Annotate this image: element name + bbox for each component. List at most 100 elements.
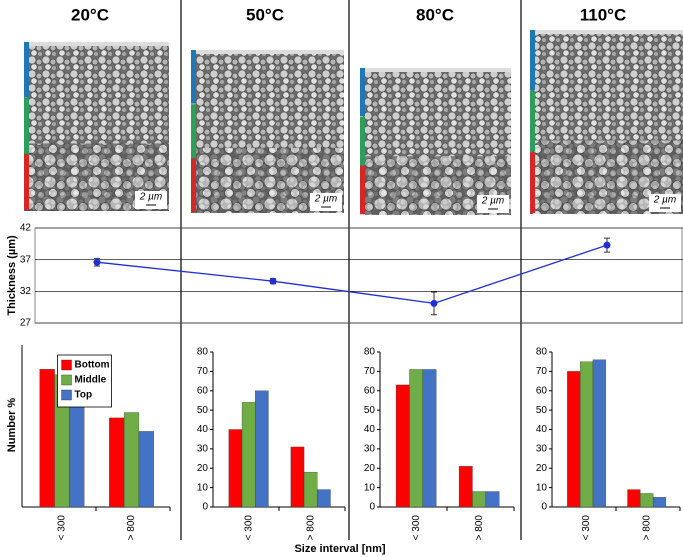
legend-label: Bottom — [75, 360, 110, 371]
y-tick-label: 30 — [536, 444, 548, 455]
layer-strip — [360, 117, 365, 165]
x-axis-label: Size interval [nm] — [294, 543, 385, 555]
y-tick-label: 70 — [364, 366, 376, 377]
bar — [627, 489, 641, 508]
column-title: 110°C — [580, 5, 627, 24]
y-tick-label: 27 — [20, 318, 32, 329]
layer-strip — [24, 98, 29, 154]
legend-label: Middle — [75, 375, 107, 386]
legend-swatch — [61, 359, 72, 371]
column-title: 20°C — [71, 5, 109, 24]
y-tick-label: 60 — [197, 385, 209, 396]
dividers — [180, 0, 522, 540]
x-tick-label: < 300 — [243, 515, 254, 541]
y-tick-label: 0 — [202, 502, 208, 513]
bar — [395, 384, 410, 508]
scale-bar-label: 2 µm — [139, 192, 162, 203]
y-tick-label: 20 — [536, 463, 548, 474]
layer-strip — [530, 91, 535, 152]
y-axis-label: Number % — [6, 398, 18, 453]
bar — [652, 497, 667, 508]
y-tick-label: 60 — [364, 385, 376, 396]
bar — [138, 431, 154, 508]
legend-swatch — [61, 374, 72, 386]
legend-swatch — [61, 389, 72, 401]
legend-label: Top — [75, 390, 93, 401]
line — [96, 244, 608, 305]
y-tick-label: 50 — [364, 405, 376, 416]
y-tick-label: 37 — [20, 254, 32, 265]
column-title: 50°C — [246, 5, 284, 24]
y-tick-label: 20 — [364, 463, 376, 474]
bar — [290, 446, 305, 508]
x-tick-label: > 800 — [641, 515, 652, 541]
point — [603, 241, 611, 249]
bar — [317, 489, 331, 508]
y-tick-label: 80 — [536, 347, 548, 358]
scale-bar-box — [477, 195, 509, 213]
y-tick-label: 70 — [197, 366, 209, 377]
sem-images: 20°C 2 µm 50°C 2 µm 80°C 2 µm 110°C 2 µm — [24, 5, 683, 215]
y-tick-label: 80 — [197, 347, 209, 358]
bar — [458, 466, 473, 508]
layer-strip — [191, 104, 196, 158]
x-tick-label: < 300 — [581, 515, 592, 541]
y-tick-label: 10 — [197, 482, 209, 493]
scale-bar-box — [649, 194, 681, 212]
scale-bar-label: 2 µm — [653, 195, 676, 206]
column-title: 80°C — [416, 5, 454, 24]
bar — [409, 369, 424, 508]
x-tick-label: < 300 — [411, 515, 422, 541]
y-tick-label: 60 — [536, 385, 548, 396]
y-tick-label: 80 — [364, 347, 376, 358]
layer-strip — [191, 50, 196, 104]
bar — [303, 471, 318, 508]
plot-frame — [34, 227, 683, 324]
y-tick-label: 40 — [197, 424, 209, 435]
bar — [422, 369, 437, 508]
y-tick-label: 30 — [364, 444, 376, 455]
point — [269, 277, 277, 285]
y-tick-label: 10 — [536, 482, 548, 493]
y-tick-label: 50 — [197, 405, 209, 416]
bar — [228, 429, 243, 508]
bar — [485, 491, 500, 508]
bar — [472, 491, 487, 508]
y-tick-label: 70 — [536, 366, 548, 377]
image-header — [360, 68, 511, 72]
x-tick-label: > 800 — [305, 515, 316, 541]
y-axis-label: Thickness (µm) — [6, 235, 18, 316]
bar — [123, 412, 140, 508]
layer-strip — [360, 68, 365, 116]
layer-strip — [24, 154, 29, 210]
scale-bar-label: 2 µm — [314, 194, 337, 205]
layer-strip — [24, 42, 29, 98]
image-header — [530, 30, 683, 34]
layer-strip — [191, 158, 196, 212]
x-tick-label: > 800 — [126, 515, 137, 541]
bar — [39, 369, 55, 508]
bar — [109, 417, 125, 508]
image-header — [191, 50, 344, 54]
x-tick-label: < 300 — [57, 515, 68, 541]
bar — [567, 371, 581, 508]
y-tick-label: 42 — [20, 223, 32, 234]
point — [430, 299, 438, 307]
y-tick-label: 32 — [20, 286, 32, 297]
bar — [241, 402, 256, 508]
layer-strip — [530, 152, 535, 213]
y-tick-label: 30 — [197, 444, 209, 455]
scale-bar-box — [135, 191, 167, 209]
layer-strip — [530, 30, 535, 91]
y-tick-label: 0 — [369, 502, 375, 513]
bar — [640, 493, 654, 508]
bar — [592, 359, 606, 508]
x-tick-label: > 800 — [474, 515, 485, 541]
bar — [580, 361, 594, 508]
bar — [255, 390, 269, 508]
y-tick-label: 10 — [364, 482, 376, 493]
layer-strip — [360, 166, 365, 214]
y-tick-label: 40 — [364, 424, 376, 435]
